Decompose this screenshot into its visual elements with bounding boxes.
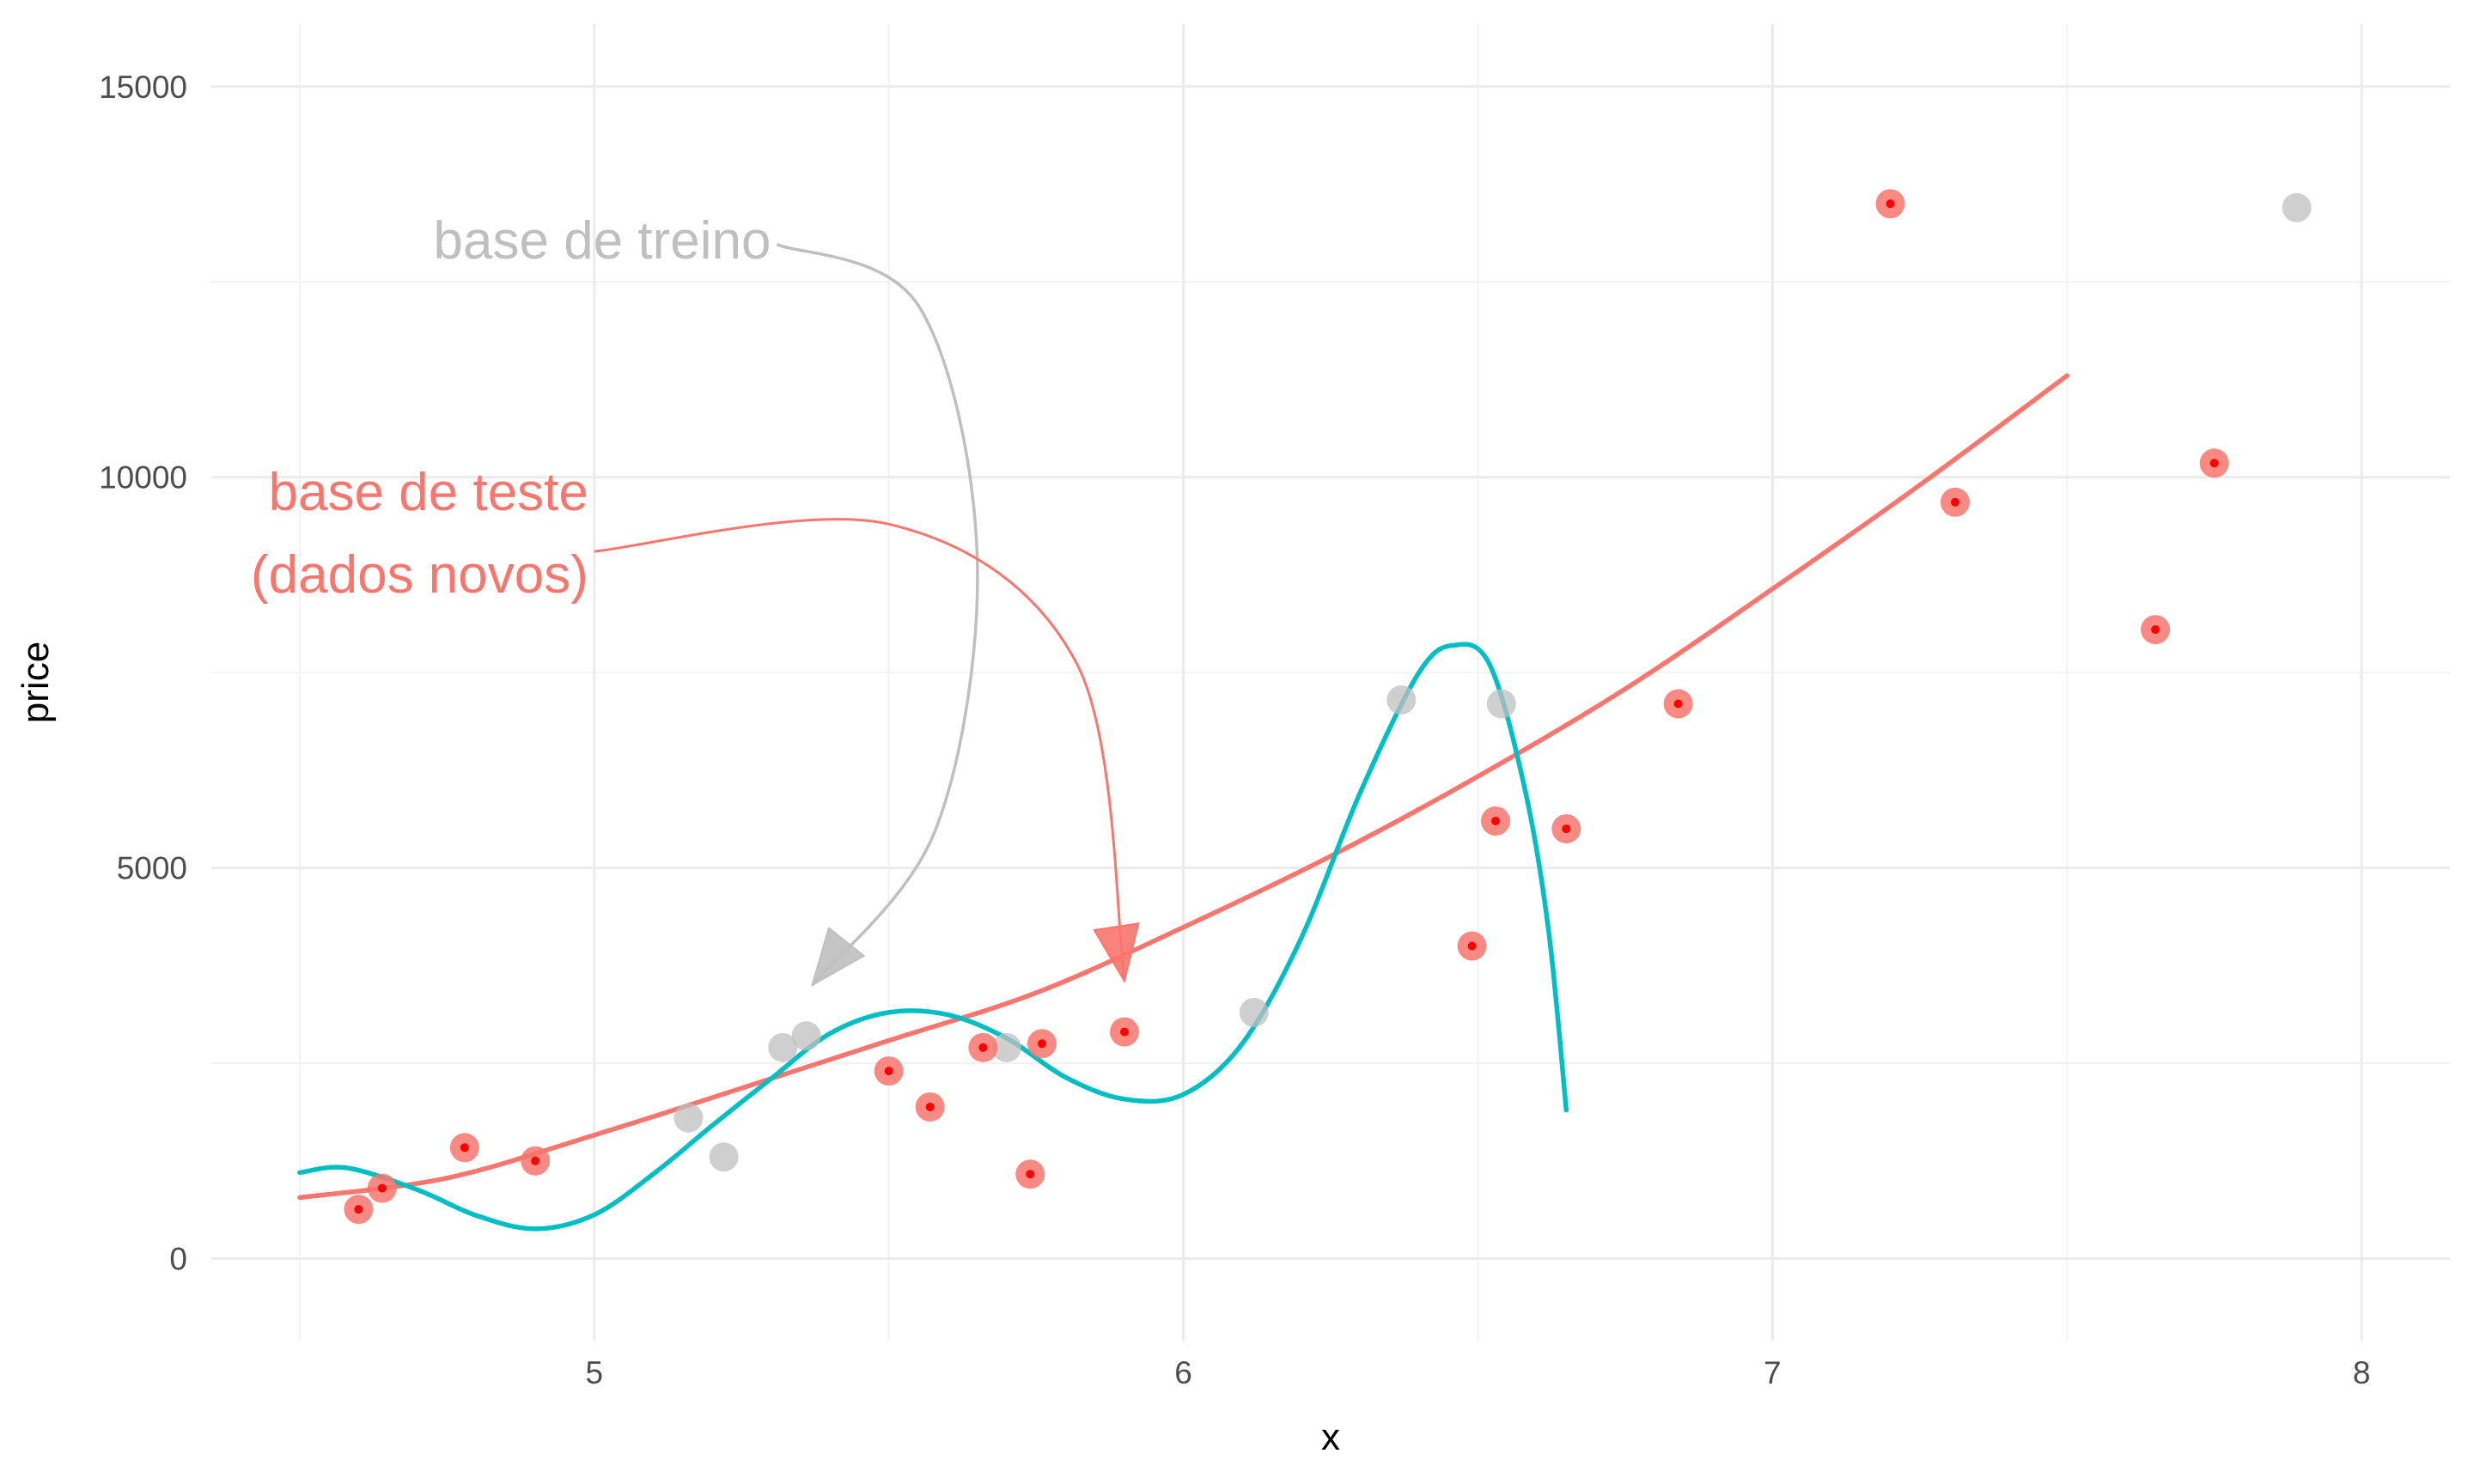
test-point-center [884,1067,893,1076]
test-point-center [1119,1027,1129,1037]
test-point-center [978,1043,988,1052]
annotation-test-label: base de teste [269,463,588,522]
y-tick-label: 0 [169,1241,187,1276]
test-point-center [1673,699,1683,709]
train-point [1386,684,1417,715]
x-tick-label: 7 [1764,1355,1782,1390]
test-point-center [354,1205,363,1214]
test-point-center [1562,824,1571,834]
train-point [709,1142,739,1172]
x-tick-label: 8 [2353,1355,2371,1390]
train-point [1239,997,1269,1027]
test-point-center [460,1143,469,1153]
data-points [344,189,2312,1225]
test-point-center [531,1156,540,1165]
fit-lines [297,373,2069,1232]
test-point-center [925,1102,935,1111]
test-point-center [1037,1039,1046,1049]
annotation-train-arrowhead [810,927,866,988]
test-point-center [1467,941,1477,951]
train-point [673,1103,704,1133]
train-point [791,1021,821,1051]
high-degree-fit-line [297,642,1569,1232]
y-tick-label: 5000 [117,851,187,886]
axes: x price 5 6 7 8 0 5000 10000 15000 [15,70,2370,1458]
y-axis-title: price [15,642,57,723]
test-point-center [2151,625,2160,635]
annotation-train-label: base de treino [434,211,771,271]
x-tick-label: 5 [585,1355,603,1390]
train-point [1486,689,1516,719]
test-point-center [1026,1170,1035,1179]
test-point-center [2209,459,2219,468]
y-tick-label: 10000 [99,460,187,496]
annotation-test-label: (dados novos) [251,545,588,605]
train-point [2282,192,2312,222]
train-point [768,1032,798,1062]
y-tick-label: 15000 [99,70,187,105]
x-tick-label: 6 [1174,1355,1192,1390]
x-axis-title: x [1321,1416,1340,1458]
test-point-center [377,1183,387,1193]
train-point [991,1032,1021,1062]
annotation-test-arrow [594,518,1126,982]
test-point-center [1886,199,1895,209]
annotation-train-arrow [776,242,979,987]
test-point-center [1491,816,1501,825]
annotation-test-arrowhead [1093,922,1140,984]
poly2-fit-line [297,373,2069,1201]
test-point-center [1950,497,1959,507]
annotations: base de treino base de teste (dados novos) [251,211,1140,988]
